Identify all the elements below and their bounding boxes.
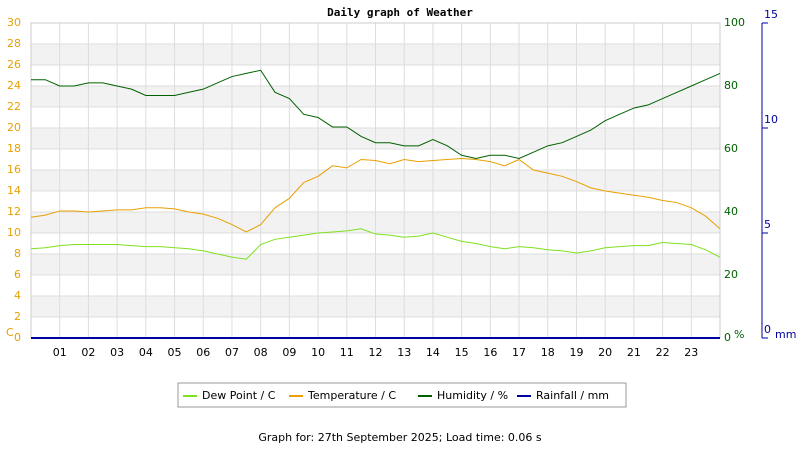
x-tick-label: 16 (483, 346, 497, 359)
y-tick-label: 30 (7, 16, 21, 29)
y-tick-label: 8 (14, 247, 21, 260)
y-tick-label: 18 (7, 142, 21, 155)
y2-tick-label: 40 (724, 205, 738, 218)
y3-tick-label: 5 (764, 218, 771, 231)
x-tick-label: 06 (196, 346, 210, 359)
x-tick-label: 12 (369, 346, 383, 359)
y-tick-label: 12 (7, 205, 21, 218)
x-tick-label: 11 (340, 346, 354, 359)
y-tick-label: 20 (7, 121, 21, 134)
x-tick-label: 13 (397, 346, 411, 359)
y-tick-label: 16 (7, 163, 21, 176)
series-line (30, 157, 721, 233)
y-tick-label: 22 (7, 100, 21, 113)
footer: Graph for: 27th September 2025; Load tim… (258, 431, 542, 444)
series-line (31, 69, 721, 159)
y2-tick-label: 20 (724, 268, 738, 281)
x-tick-label: 07 (225, 346, 239, 359)
y-tick-label: 4 (14, 289, 21, 302)
y2-tick-label: 80 (724, 79, 738, 92)
x-tick-label: 18 (541, 346, 555, 359)
y-tick-label: 14 (7, 184, 21, 197)
legend-label: Rainfall / mm (536, 389, 609, 402)
x-tick-label: 04 (139, 346, 153, 359)
legend-label: Humidity / % (437, 389, 508, 402)
y2-tick-label: 0 (724, 331, 731, 344)
x-tick-label: 01 (53, 346, 67, 359)
y2-unit: % (734, 328, 744, 341)
x-tick-label: 02 (81, 346, 95, 359)
x-tick-label: 08 (254, 346, 268, 359)
x-tick-label: 10 (311, 346, 325, 359)
x-tick-label: 20 (598, 346, 612, 359)
y-tick-label: 0 (14, 331, 21, 344)
y3-tick-label: 10 (764, 113, 778, 126)
x-tick-label: 03 (110, 346, 124, 359)
x-tick-label: 09 (282, 346, 296, 359)
y3-tick-label: 0 (764, 323, 771, 336)
y-tick-label: 28 (7, 37, 21, 50)
y3-unit: mm (775, 328, 796, 341)
x-tick-label: 05 (168, 346, 182, 359)
x-tick-label: 21 (627, 346, 641, 359)
y3-tick-label: 15 (764, 8, 778, 21)
legend-label: Dew Point / C (202, 389, 276, 402)
legend-label: Temperature / C (307, 389, 396, 402)
legend-box (177, 382, 627, 408)
y-tick-label: 2 (14, 310, 21, 323)
x-tick-label: 23 (684, 346, 698, 359)
x-tick-label: 19 (569, 346, 583, 359)
x-tick-label: 17 (512, 346, 526, 359)
y-tick-label: 26 (7, 58, 21, 71)
x-tick-label: 15 (455, 346, 469, 359)
y-tick-label: 10 (7, 226, 21, 239)
y2-tick-label: 60 (724, 142, 738, 155)
y-tick-label: 6 (14, 268, 21, 281)
y-unit: C (6, 326, 14, 339)
x-tick-label: 14 (426, 346, 440, 359)
series-line (30, 228, 721, 260)
y-tick-label: 24 (7, 79, 21, 92)
chart-title: Daily graph of Weather (327, 6, 473, 19)
x-tick-label: 22 (656, 346, 670, 359)
y2-tick-label: 100 (724, 16, 745, 29)
